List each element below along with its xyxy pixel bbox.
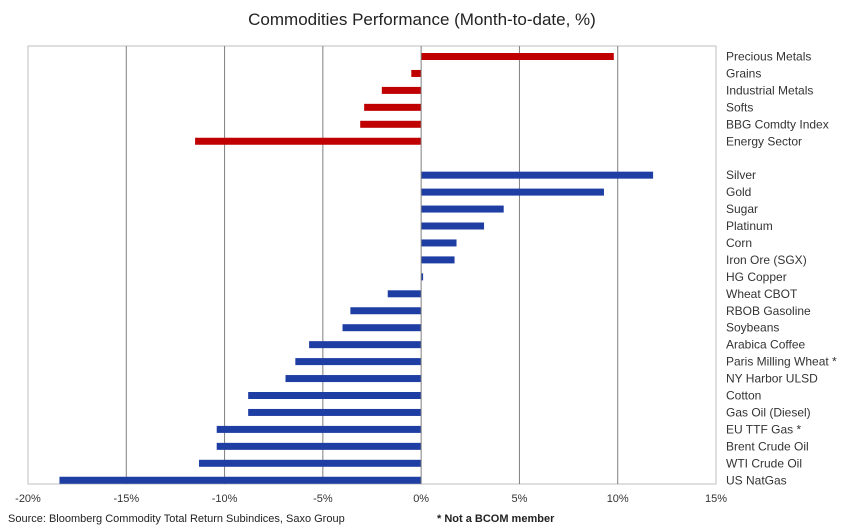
x-tick-label: 0% <box>413 493 429 505</box>
x-axis-tick-labels: -20% -15% -10% -5% 0% 5% 10% 15% <box>15 493 727 505</box>
bar-energy-sector <box>195 137 422 145</box>
bar-hg-copper <box>421 273 424 281</box>
category-label-hg-copper: HG Copper <box>726 270 787 284</box>
category-label-arabica-coffee: Arabica Coffee <box>726 338 805 352</box>
bar-softs <box>364 103 422 111</box>
category-label-platinum: Platinum <box>726 219 773 233</box>
bar-rbob-gasoline <box>350 307 422 315</box>
x-tick-label: -5% <box>313 493 333 505</box>
category-label-wheat-cbot: Wheat CBOT <box>726 287 798 301</box>
category-label-paris-milling-wheat: Paris Milling Wheat * <box>726 355 837 369</box>
source-note: Source: Bloomberg Commodity Total Return… <box>8 513 345 525</box>
x-tick-label: 15% <box>705 493 727 505</box>
category-label-gold: Gold <box>726 185 751 199</box>
bar-wti-crude-oil <box>199 459 422 467</box>
bar-platinum <box>421 222 485 230</box>
category-label-gas-oil-diesel: Gas Oil (Diesel) <box>726 405 811 419</box>
bar-silver <box>421 171 654 179</box>
category-label-bbg-comdty-index: BBG Comdty Index <box>726 117 829 131</box>
bar-paris-milling-wheat <box>295 358 422 366</box>
category-labels: Precious Metals Grains Industrial Metals So… <box>726 50 837 488</box>
bar-grains <box>411 69 422 77</box>
x-tick-label: -10% <box>212 493 238 505</box>
plot-area-border <box>27 45 717 485</box>
bar-arabica-coffee <box>309 341 422 349</box>
category-label-energy-sector: Energy Sector <box>726 134 802 148</box>
category-label-rbob-gasoline: RBOB Gasoline <box>726 304 811 318</box>
category-label-corn: Corn <box>726 236 752 250</box>
category-label-cotton: Cotton <box>726 389 761 403</box>
bar-brent-crude-oil <box>216 442 422 450</box>
x-tick-label: -20% <box>15 493 41 505</box>
category-label-sugar: Sugar <box>726 202 758 216</box>
bar-industrial-metals <box>381 86 422 94</box>
bar-eu-ttf-gas <box>216 425 422 433</box>
bcom-footnote: * Not a BCOM member <box>437 513 555 525</box>
bars <box>59 53 654 484</box>
category-label-brent-crude-oil: Brent Crude Oil <box>726 439 809 453</box>
bar-precious-metals <box>421 53 614 60</box>
category-label-grains: Grains <box>726 66 761 80</box>
bar-us-natgas <box>59 476 422 484</box>
bar-cotton <box>248 392 422 399</box>
bar-sugar <box>421 205 504 213</box>
category-label-wti-crude-oil: WTI Crude Oil <box>726 456 802 470</box>
bar-ny-harbor-ulsd <box>285 375 422 383</box>
category-label-precious-metals: Precious Metals <box>726 50 811 64</box>
grid-lines <box>125 46 619 484</box>
bar-gas-oil-diesel <box>248 408 422 416</box>
x-tick-label: 10% <box>607 493 629 505</box>
bar-bbg-comdty-index <box>360 120 422 128</box>
x-tick-label: 5% <box>511 493 527 505</box>
category-label-silver: Silver <box>726 168 756 182</box>
category-label-eu-ttf-gas: EU TTF Gas * <box>726 422 801 436</box>
category-label-ny-harbor-ulsd: NY Harbor ULSD <box>726 372 818 386</box>
chart-title: Commodities Performance (Month-to-date, … <box>248 10 596 29</box>
bar-wheat-cbot <box>387 290 422 298</box>
category-label-iron-ore-sgx: Iron Ore (SGX) <box>726 253 807 267</box>
bar-gold <box>421 188 604 196</box>
category-label-soybeans: Soybeans <box>726 321 779 335</box>
category-label-industrial-metals: Industrial Metals <box>726 83 813 97</box>
category-label-us-natgas: US NatGas <box>726 473 787 487</box>
bar-soybeans <box>342 324 422 332</box>
bar-corn <box>421 239 457 247</box>
x-tick-label: -15% <box>113 493 139 505</box>
category-label-softs: Softs <box>726 100 753 114</box>
bar-iron-ore-sgx <box>421 256 455 264</box>
